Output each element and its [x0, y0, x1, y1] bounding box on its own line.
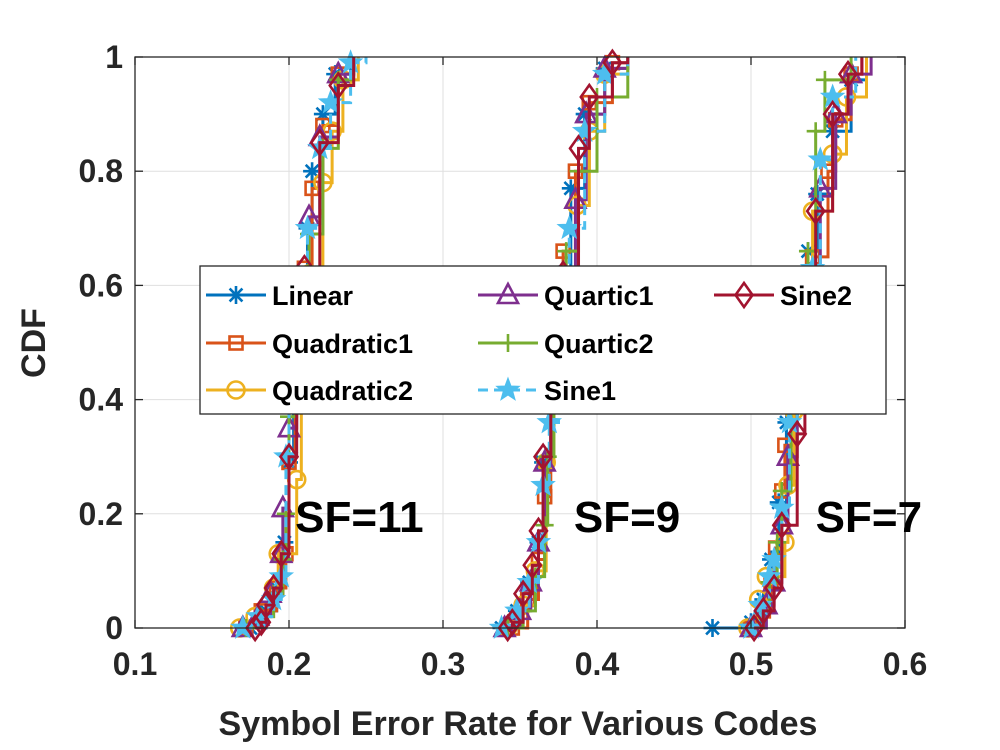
- data-point: [743, 613, 765, 643]
- axes-box: [134, 56, 906, 629]
- data-point: [815, 70, 834, 89]
- data-point: [771, 510, 792, 540]
- y-tick-label: 0.4: [79, 382, 124, 418]
- data-point: [263, 573, 284, 603]
- annotation-label: SF=11: [295, 493, 423, 542]
- y-tick-label: 0.6: [79, 267, 123, 303]
- legend-label: Linear: [272, 281, 354, 311]
- data-point: [309, 128, 330, 157]
- legend-label: Quadratic2: [272, 376, 413, 406]
- data-point: [497, 613, 518, 643]
- legend-marker: [227, 286, 245, 304]
- data-point: [561, 179, 580, 198]
- data-point: [251, 608, 272, 637]
- data-point: [245, 613, 266, 643]
- legend-label: Quadratic1: [272, 329, 413, 359]
- data-point: [602, 48, 623, 77]
- data-point: [278, 442, 300, 471]
- annotations: SF=11 SF=9 SF=7: [295, 493, 922, 542]
- legend-entry-sine2: Sine2: [714, 280, 852, 311]
- data-point: [775, 442, 801, 467]
- data-point: [512, 579, 534, 608]
- data-point: [313, 105, 332, 124]
- data-point: [255, 590, 276, 620]
- data-point: [571, 117, 598, 143]
- legend-marker: [499, 334, 517, 352]
- legend-marker: [495, 281, 521, 305]
- data-point: [536, 408, 563, 434]
- x-tick-label: 0.5: [729, 646, 773, 682]
- legend-label: Sine2: [780, 281, 852, 311]
- y-tick-label: 0: [105, 610, 123, 646]
- x-tick-label: 0.4: [575, 646, 620, 682]
- data-point: [806, 122, 825, 141]
- data-point: [787, 419, 808, 449]
- data-point: [769, 493, 788, 512]
- data-point: [568, 134, 589, 163]
- data-point: [522, 550, 543, 580]
- legend-entry-quartic1: Quartic1: [478, 281, 654, 311]
- data-point: [303, 162, 322, 181]
- data-point: [294, 214, 321, 240]
- x-tick-label: 0.1: [113, 646, 157, 682]
- data-point: [528, 516, 549, 546]
- annotation-label: SF=7: [816, 493, 922, 542]
- y-tick-label: 0.8: [79, 153, 123, 189]
- data-point: [764, 573, 785, 603]
- legend-entry-quadratic2: Quadratic2: [206, 376, 413, 406]
- x-tick-label: 0.2: [267, 646, 311, 682]
- data-point: [516, 568, 543, 594]
- data-point: [271, 539, 292, 569]
- series-sine2: [245, 48, 864, 643]
- legend-label: Quartic2: [544, 329, 654, 359]
- data-point: [798, 242, 817, 261]
- legend-label: Sine1: [544, 376, 616, 406]
- x-tick-label: 0.6: [883, 646, 927, 682]
- data-point: [328, 71, 349, 100]
- legend: Linear Quadratic1 Quadratic2 Quartic1 Quarti…: [199, 265, 887, 415]
- y-axis-label: CDF: [15, 308, 53, 378]
- legend-marker: [226, 380, 246, 400]
- legend-marker: [495, 376, 521, 401]
- data-point: [533, 442, 554, 471]
- series-line: [501, 57, 630, 630]
- data-point: [808, 185, 827, 204]
- legend-entry-quadratic1: Quadratic1: [206, 329, 413, 359]
- data-point: [575, 105, 594, 124]
- data-point: [337, 49, 364, 74]
- data-point: [753, 596, 774, 626]
- data-point: [557, 242, 576, 261]
- axis-ticks: 0.1 0.2 0.3 0.4 0.5 0.6 0 0.2 0.4 0.6 0.8 1: [79, 39, 928, 682]
- data-point: [837, 59, 859, 89]
- legend-marker: [228, 335, 244, 351]
- data-point: [563, 185, 588, 210]
- data-point: [822, 99, 843, 129]
- annotation-label: SF=9: [574, 493, 680, 542]
- legend-entry-linear: Linear: [206, 281, 354, 311]
- data-point: [807, 146, 834, 171]
- y-tick-label: 0.2: [79, 496, 123, 532]
- legend-entry-sine1: Sine1: [478, 376, 616, 406]
- data-point: [535, 516, 554, 535]
- legend-label: Quartic1: [544, 281, 654, 311]
- y-tick-label: 1: [105, 39, 123, 75]
- data-point: [776, 408, 803, 434]
- legend-entry-quartic2: Quartic2: [478, 329, 654, 359]
- data-point: [502, 608, 523, 637]
- x-axis-label: Symbol Error Rate for Various Codes: [219, 705, 818, 743]
- x-tick-label: 0.3: [421, 646, 465, 682]
- data-point: [805, 196, 826, 226]
- legend-marker: [733, 280, 755, 310]
- data-point: [275, 533, 294, 552]
- legend-box: [199, 265, 887, 415]
- data-point: [579, 82, 600, 112]
